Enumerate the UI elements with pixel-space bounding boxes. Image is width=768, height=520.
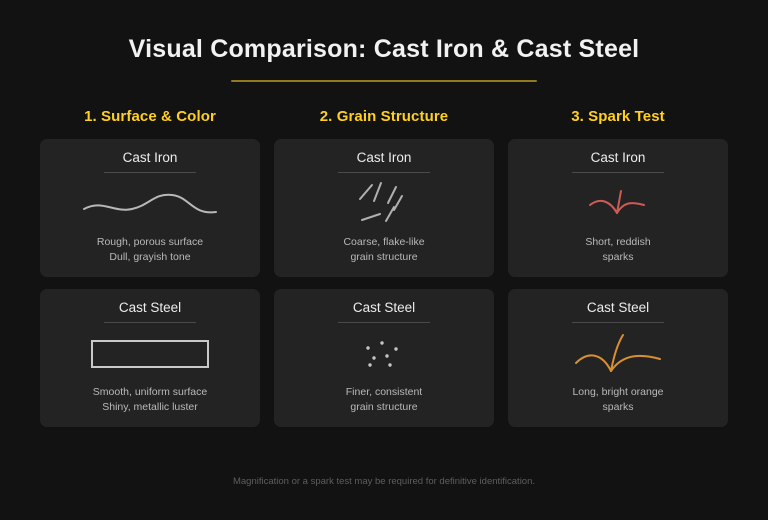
wavy-line-icon: [50, 173, 250, 234]
long-spark-icon: [518, 323, 718, 384]
card-title-divider: [338, 172, 430, 174]
column-header-surface-color: 1. Surface & Color: [84, 107, 216, 125]
card-cast-iron-spark: Cast Iron Short, reddish sparks: [508, 138, 728, 277]
card-description: Long, bright orange sparks: [572, 385, 664, 413]
card-title-divider: [338, 322, 430, 324]
card-cast-iron-grain: Cast Iron Coarse, flake-lik: [274, 138, 494, 277]
card-title-divider: [572, 322, 664, 324]
card-description: Smooth, uniform surface Shiny, metallic …: [92, 385, 208, 413]
card-title-divider: [104, 322, 196, 324]
title-block: Visual Comparison: Cast Iron & Cast Stee…: [0, 0, 768, 82]
flake-strokes-icon: [284, 173, 484, 234]
card-cast-steel-spark: Cast Steel Long, bright orange sparks: [508, 288, 728, 427]
column-header-spark-test: 3. Spark Test: [571, 107, 665, 125]
card-cast-iron-surface: Cast Iron Rough, porous surface Dull, gr…: [40, 138, 260, 277]
column-headers: 1. Surface & Color 2. Grain Structure 3.…: [40, 108, 728, 125]
comparison-grid: Cast Iron Rough, porous surface Dull, gr…: [40, 138, 728, 427]
card-title: Cast Iron: [122, 149, 178, 165]
card-cast-steel-grain: Cast Steel F: [274, 288, 494, 427]
card-description: Rough, porous surface Dull, grayish tone: [96, 235, 204, 263]
rectangle-bar-icon: [50, 323, 250, 384]
card-title: Cast Steel: [118, 299, 182, 315]
grid-row-cast-iron: Cast Iron Rough, porous surface Dull, gr…: [40, 138, 728, 277]
card-cast-steel-surface: Cast Steel Smooth, uniform surface Shiny…: [40, 288, 260, 427]
card-title-divider: [572, 172, 664, 174]
card-title: Cast Steel: [586, 299, 650, 315]
card-description: Short, reddish sparks: [585, 235, 651, 263]
grid-row-cast-steel: Cast Steel Smooth, uniform surface Shiny…: [40, 288, 728, 427]
short-spark-icon: [518, 173, 718, 234]
card-title: Cast Iron: [356, 149, 412, 165]
card-title: Cast Steel: [352, 299, 416, 315]
card-description: Finer, consistent grain structure: [345, 385, 423, 413]
page-title: Visual Comparison: Cast Iron & Cast Stee…: [128, 35, 640, 63]
footer-note: Magnification or a spark test may be req…: [232, 476, 536, 487]
title-underline-divider: [231, 79, 537, 82]
card-title-divider: [104, 172, 196, 174]
column-header-grain-structure: 2. Grain Structure: [319, 107, 449, 125]
card-description: Coarse, flake-like grain structure: [343, 235, 425, 263]
fine-dots-icon: [284, 323, 484, 384]
card-title: Cast Iron: [590, 149, 646, 165]
